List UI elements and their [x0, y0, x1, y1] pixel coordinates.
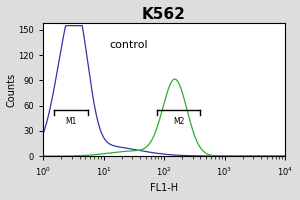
Title: K562: K562 [142, 7, 186, 22]
Y-axis label: Counts: Counts [7, 73, 17, 107]
X-axis label: FL1-H: FL1-H [150, 183, 178, 193]
Text: M1: M1 [65, 117, 77, 126]
Text: M2: M2 [173, 117, 184, 126]
Text: control: control [110, 40, 148, 50]
